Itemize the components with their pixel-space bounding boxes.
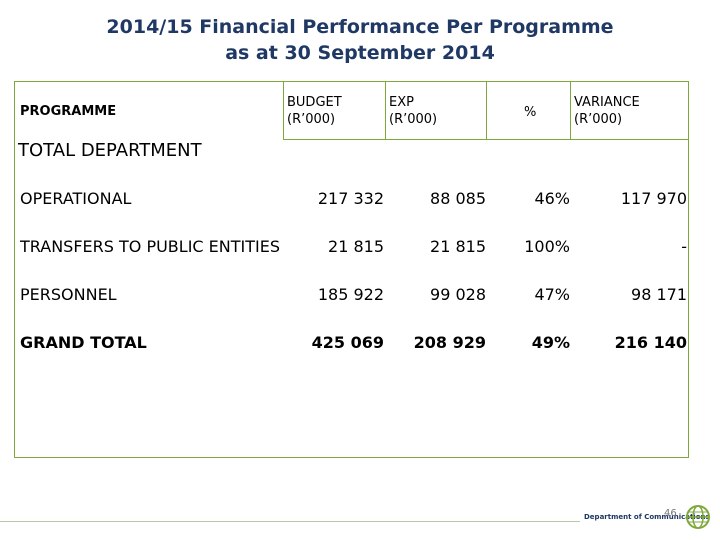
department-logo-text: Department of Communications [584,513,710,521]
footer-divider [0,521,580,522]
row-exp: 99 028 [430,285,486,304]
column-divider [486,81,487,139]
title-line-1: 2014/15 Financial Performance Per Progra… [106,16,614,38]
header-budget: BUDGET (R’000) [287,94,342,128]
column-divider [570,81,571,139]
header-variance-line2: (R’000) [574,112,623,127]
header-budget-line1: BUDGET [287,95,342,110]
header-divider [283,139,689,140]
row-variance: 117 970 [620,189,687,208]
grand-total-variance: 216 140 [614,333,687,352]
row-exp: 88 085 [430,189,486,208]
row-exp: 21 815 [430,237,486,256]
row-variance: 98 171 [631,285,687,304]
row-label: PERSONNEL [20,285,117,304]
header-exp-line2: (R’000) [389,112,438,127]
column-divider [385,81,386,139]
table-row: PERSONNEL 185 922 99 028 47% 98 171 [0,285,720,309]
row-pct: 46% [534,189,570,208]
row-pct: 47% [534,285,570,304]
grand-total-budget: 425 069 [311,333,384,352]
column-divider [283,81,284,139]
header-exp: EXP (R’000) [389,94,437,128]
header-pct: % [524,105,537,120]
grand-total-label: GRAND TOTAL [20,333,147,352]
row-variance: - [681,237,687,256]
header-budget-line2: (R’000) [287,112,336,127]
header-exp-line1: EXP [389,95,414,110]
row-label: OPERATIONAL [20,189,132,208]
table-row: TRANSFERS TO PUBLIC ENTITIES 21 815 21 8… [0,237,720,261]
page-number: 46 [664,508,677,519]
grand-total-row: GRAND TOTAL 425 069 208 929 49% 216 140 [0,333,720,357]
row-budget: 21 815 [328,237,384,256]
header-variance: VARIANCE (R’000) [574,94,640,128]
table-row: OPERATIONAL 217 332 88 085 46% 117 970 [0,189,720,213]
row-budget: 185 922 [317,285,384,304]
header-programme: PROGRAMME [20,104,117,119]
row-pct: 100% [524,237,570,256]
header-variance-line1: VARIANCE [574,95,640,110]
row-label: TRANSFERS TO PUBLIC ENTITIES [20,237,280,256]
globe-icon [686,505,710,529]
page-title: 2014/15 Financial Performance Per Progra… [0,14,720,66]
table-frame [14,81,689,458]
row-budget: 217 332 [317,189,384,208]
grand-total-exp: 208 929 [413,333,486,352]
section-label: TOTAL DEPARTMENT [18,140,202,161]
title-line-2: as at 30 September 2014 [225,42,495,64]
grand-total-pct: 49% [531,333,570,352]
